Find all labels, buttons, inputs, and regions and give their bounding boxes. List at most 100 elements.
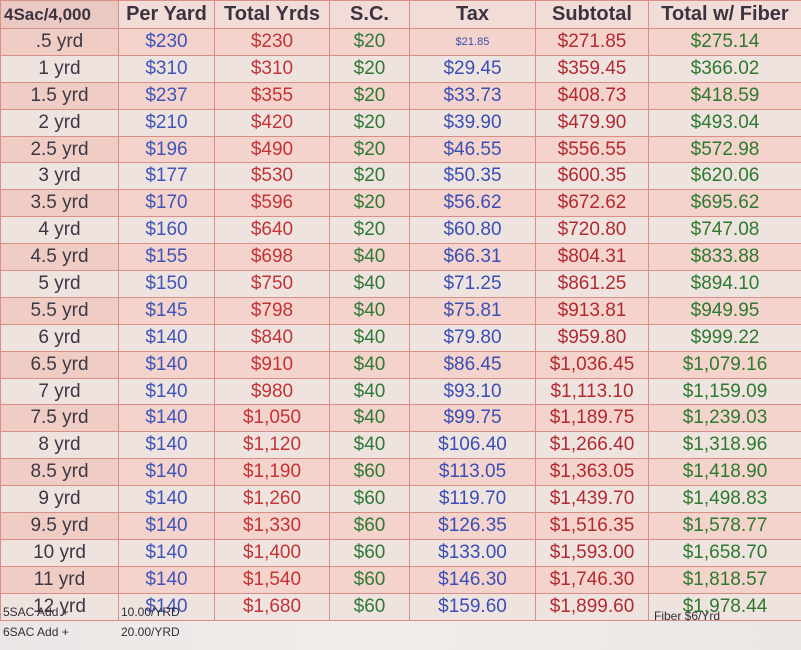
cell-total-yrds: $230 [214,28,330,56]
cell-total-yrds: $1,330 [214,512,330,540]
cell-total-fiber: $366.02 [648,54,801,83]
cell-sc: $40 [329,296,410,325]
table-row: 3.5 yrd $170 $596 $20 $56.62 $672.62 $695.62 [0,189,801,218]
cell-total-yrds: $530 [214,162,330,191]
cell-total-yrds: $980 [214,377,330,406]
cell-subtotal: $1,036.45 [535,350,649,379]
cell-tax: $146.30 [409,565,536,594]
pricing-table: 4Sac/4,000 Per Yard Total Yrds S.C. Tax … [0,0,801,621]
cell-tax: $113.05 [409,458,536,487]
cell-subtotal: $1,593.00 [535,538,649,567]
cell-tax: $21.85 [409,28,536,56]
cell-sc: $40 [329,431,410,460]
table-row: .5 yrd $230 $230 $20 $21.85 $271.85 $275.14 [0,28,801,56]
cell-label: 4.5 yrd [0,243,119,272]
cell-label: 7.5 yrd [0,404,119,433]
cell-total-yrds: $1,400 [214,538,330,567]
cell-label: 6.5 yrd [0,350,119,379]
cell-label: 4 yrd [0,216,119,245]
cell-subtotal: $1,746.30 [535,565,649,594]
cell-per-yard: $160 [118,216,215,245]
cell-tax: $29.45 [409,54,536,83]
cell-label: 5 yrd [0,270,119,298]
table-row: 3 yrd $177 $530 $20 $50.35 $600.35 $620.06 [0,162,801,191]
cell-per-yard: $230 [118,28,215,56]
table-row: 11 yrd $140 $1,540 $60 $146.30 $1,746.30 $1,81… [0,565,801,594]
cell-label: 3 yrd [0,162,119,191]
cell-total-fiber: $620.06 [648,162,801,191]
header-label: 4Sac/4,000 [0,0,119,29]
cell-sc: $60 [329,538,410,567]
table-row: 10 yrd $140 $1,400 $60 $133.00 $1,593.00 $1,65… [0,538,801,567]
cell-subtotal: $1,899.60 [535,592,649,621]
cell-subtotal: $959.80 [535,323,649,352]
cell-label: 1 yrd [0,54,119,83]
cell-sc: $40 [329,323,410,352]
cell-total-fiber: $275.14 [648,28,801,56]
cell-total-fiber: $695.62 [648,189,801,218]
cell-total-fiber: $493.04 [648,108,801,137]
cell-sc: $40 [329,377,410,406]
table-row: 5 yrd $150 $750 $40 $71.25 $861.25 $894.10 [0,270,801,298]
cell-total-yrds: $1,260 [214,485,330,514]
cell-sc: $60 [329,458,410,487]
cell-sc: $40 [329,243,410,272]
cell-subtotal: $672.62 [535,189,649,218]
cell-total-yrds: $1,050 [214,404,330,433]
cell-total-fiber: $1,318.96 [648,431,801,460]
cell-label: 11 yrd [0,565,119,594]
table-row: 8 yrd $140 $1,120 $40 $106.40 $1,266.40 $1,318… [0,431,801,460]
cell-label: 9 yrd [0,485,119,514]
cell-sc: $20 [329,216,410,245]
table-row: 7 yrd $140 $980 $40 $93.10 $1,113.10 $1,159.09 [0,377,801,406]
cell-label: 8.5 yrd [0,458,119,487]
table-row: 1.5 yrd $237 $355 $20 $33.73 $408.73 $418.59 [0,81,801,110]
cell-per-yard: $150 [118,270,215,298]
header-total-yrds: Total Yrds [214,0,330,29]
cell-tax: $56.62 [409,189,536,218]
table-row: 2.5 yrd $196 $490 $20 $46.55 $556.55 $572.98 [0,135,801,164]
cell-total-yrds: $798 [214,296,330,325]
table-row: 6.5 yrd $140 $910 $40 $86.45 $1,036.45 $1,079.… [0,350,801,379]
cell-total-yrds: $840 [214,323,330,352]
cell-total-yrds: $1,540 [214,565,330,594]
cell-tax: $99.75 [409,404,536,433]
cell-tax: $79.80 [409,323,536,352]
cell-total-fiber: $833.88 [648,243,801,272]
cell-per-yard: $196 [118,135,215,164]
cell-subtotal: $913.81 [535,296,649,325]
table-row: 12 yrd $140 $1,680 $60 $159.60 $1,899.60 $1,97… [0,592,801,621]
cell-per-yard: $140 [118,485,215,514]
cell-tax: $71.25 [409,270,536,298]
cell-subtotal: $1,113.10 [535,377,649,406]
cell-subtotal: $1,363.05 [535,458,649,487]
cell-sc: $20 [329,162,410,191]
cell-label: 8 yrd [0,431,119,460]
cell-per-yard: $155 [118,243,215,272]
header-tax: Tax [409,0,536,29]
table-row: 6 yrd $140 $840 $40 $79.80 $959.80 $999.22 [0,323,801,352]
table-row: 1 yrd $310 $310 $20 $29.45 $359.45 $366.02 [0,54,801,83]
table-row: 4.5 yrd $155 $698 $40 $66.31 $804.31 $833.88 [0,243,801,272]
cell-total-yrds: $1,680 [214,592,330,621]
cell-tax: $106.40 [409,431,536,460]
cell-tax: $159.60 [409,592,536,621]
table-body: .5 yrd $230 $230 $20 $21.85 $271.85 $275.14 1 y… [0,28,801,621]
cell-sc: $20 [329,81,410,110]
table-row: 4 yrd $160 $640 $20 $60.80 $720.80 $747.08 [0,216,801,245]
cell-total-yrds: $1,120 [214,431,330,460]
cell-subtotal: $408.73 [535,81,649,110]
cell-total-yrds: $490 [214,135,330,164]
cell-tax: $33.73 [409,81,536,110]
cell-subtotal: $271.85 [535,28,649,56]
cell-subtotal: $359.45 [535,54,649,83]
header-subtotal: Subtotal [535,0,649,29]
cell-sc: $40 [329,270,410,298]
cell-subtotal: $1,439.70 [535,485,649,514]
cell-total-fiber: $1,578.77 [648,512,801,540]
cell-per-yard: $140 [118,458,215,487]
table-row: 5.5 yrd $145 $798 $40 $75.81 $913.81 $949.95 [0,296,801,325]
cell-total-yrds: $420 [214,108,330,137]
cell-subtotal: $804.31 [535,243,649,272]
